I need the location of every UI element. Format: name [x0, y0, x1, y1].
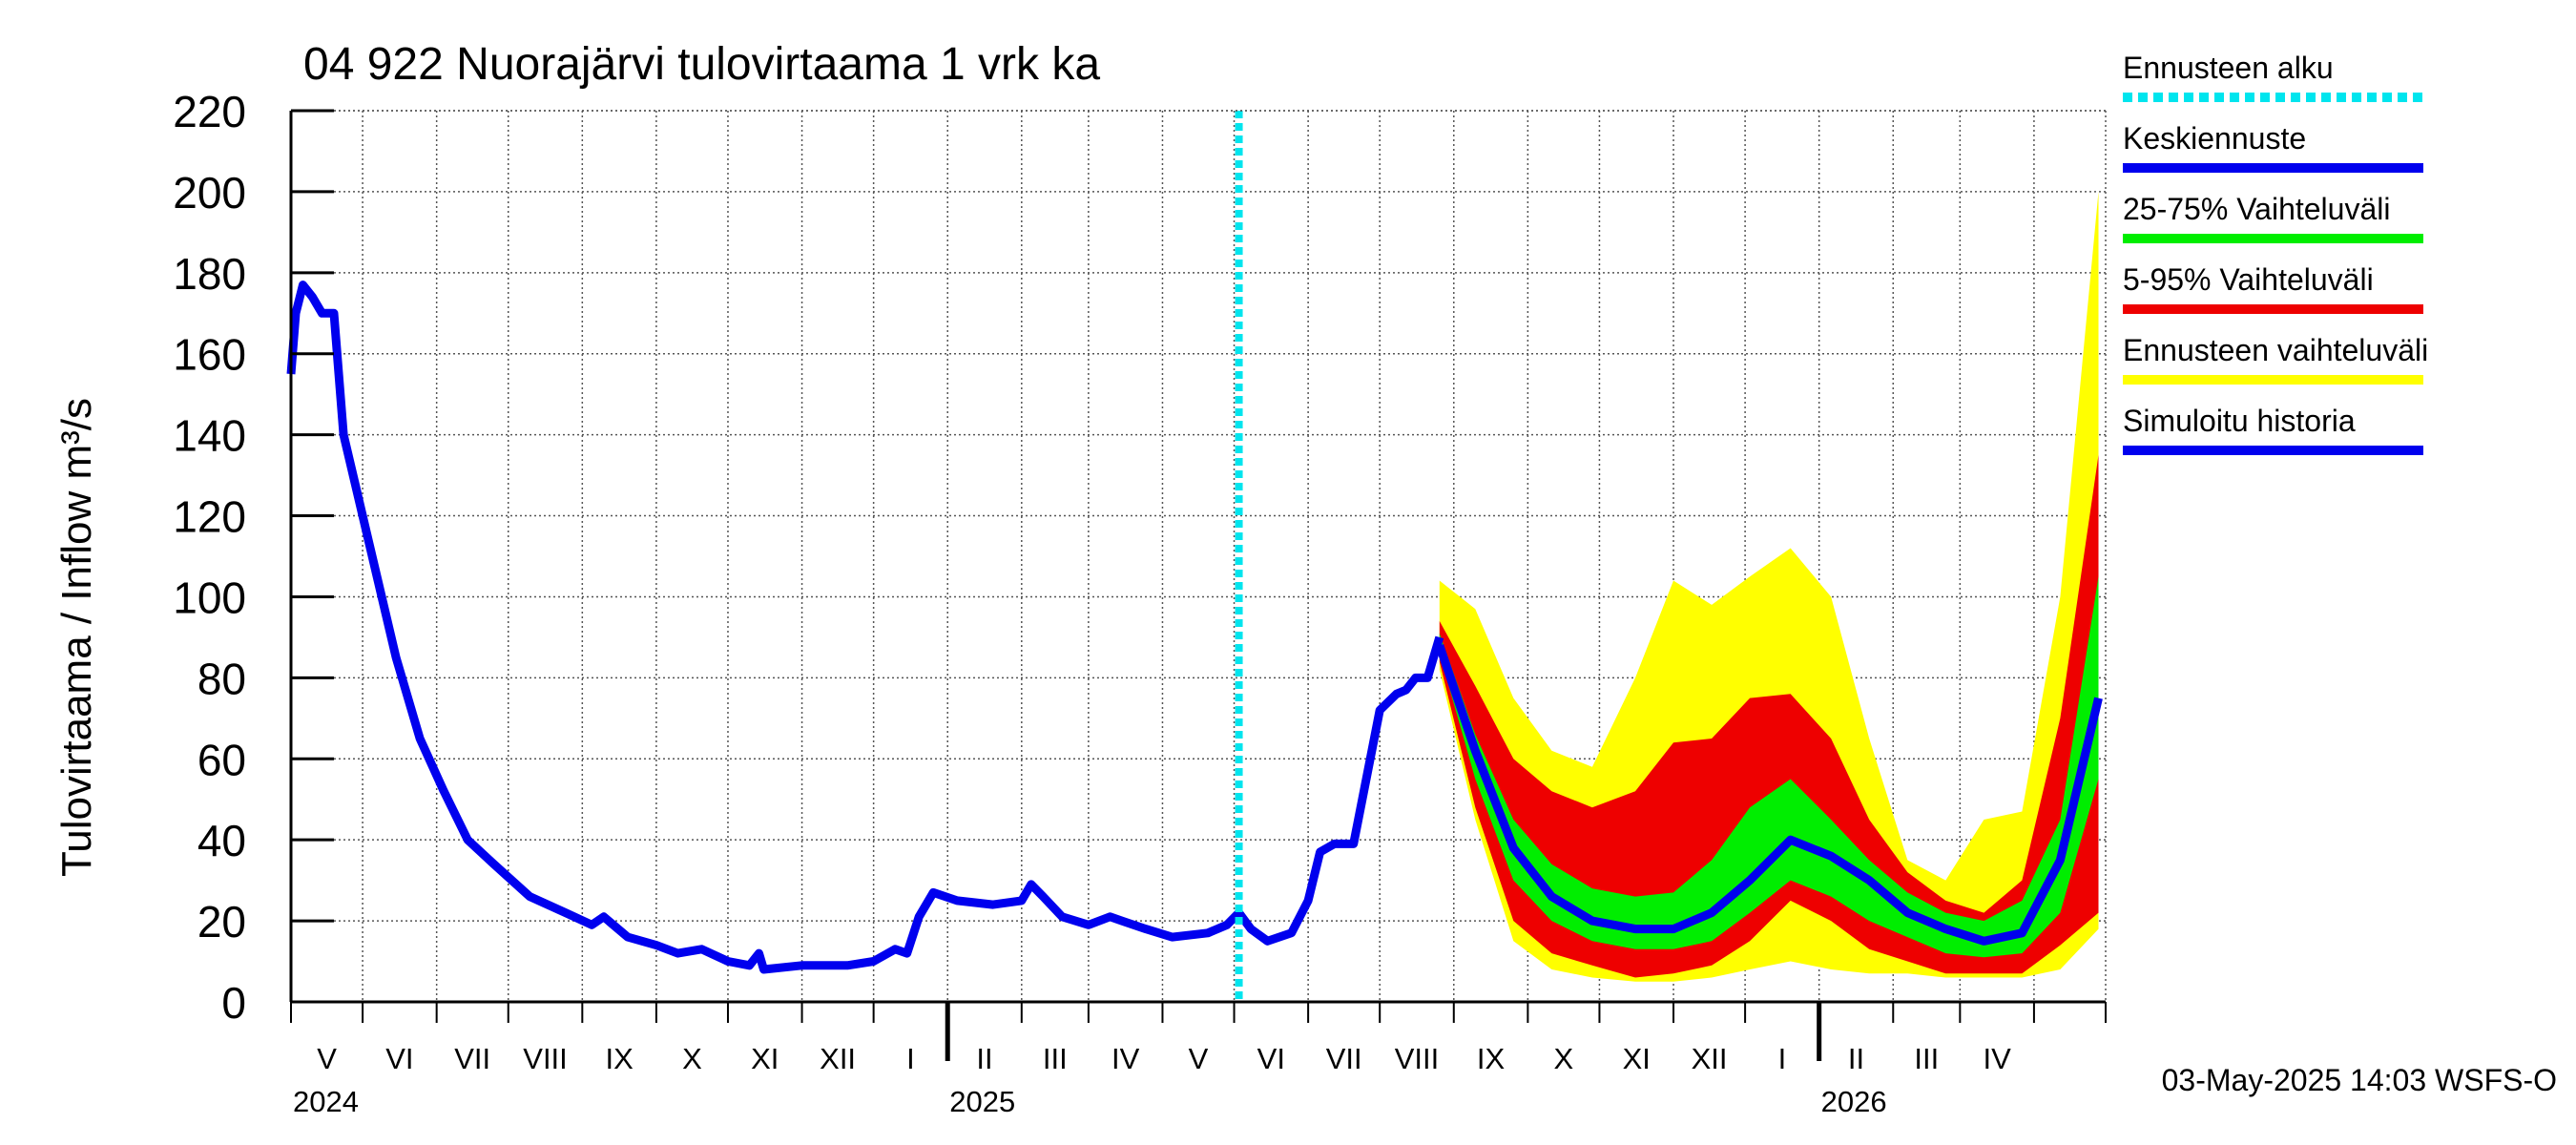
legend-label: Ennusteen alku	[2123, 51, 2334, 85]
legend-label: Simuloitu historia	[2123, 404, 2356, 438]
month-label: VIII	[523, 1042, 568, 1075]
x-axis-ticks: V VI VII VIII IX X XI XII I II III IV V VI VII VIII IX X X…	[290, 1002, 2107, 1118]
month-label: VI	[385, 1042, 413, 1075]
y-tick-label: 120	[173, 492, 246, 542]
month-label: II	[976, 1042, 992, 1075]
month-label: XII	[820, 1042, 856, 1075]
month-label: XII	[1692, 1042, 1728, 1075]
y-tick-label: 100	[173, 572, 246, 622]
y-tick-label: 220	[173, 87, 246, 136]
month-label: III	[1043, 1042, 1068, 1075]
legend-label: 5-95% Vaihteluväli	[2123, 262, 2374, 297]
month-label: VII	[454, 1042, 490, 1075]
y-tick-label: 80	[197, 654, 246, 703]
history-line	[286, 281, 1444, 974]
band-5-95	[1439, 454, 2099, 978]
chart-title: 04 922 Nuorajärvi tulovirtaama 1 vrk ka	[303, 39, 1100, 90]
month-label: IV	[1983, 1042, 2011, 1075]
y-tick-label: 60	[197, 735, 246, 784]
legend-label: Ennusteen vaihteluväli	[2123, 333, 2428, 367]
month-label: V	[317, 1042, 337, 1075]
month-label: III	[1914, 1042, 1939, 1075]
legend-label: 25-75% Vaihteluväli	[2123, 192, 2390, 226]
footer-timestamp: 03-May-2025 14:03 WSFS-O	[2162, 1063, 2557, 1097]
month-label: II	[1848, 1042, 1864, 1075]
y-tick-label: 180	[173, 249, 246, 299]
month-label: XI	[751, 1042, 779, 1075]
median-forecast-line	[1435, 643, 2103, 946]
month-label: XI	[1623, 1042, 1651, 1075]
y-tick-label: 160	[173, 330, 246, 380]
y-tick-label: 200	[173, 168, 246, 218]
axes	[289, 110, 2107, 1004]
month-label: I	[906, 1042, 915, 1075]
y-tick-label: 140	[173, 411, 246, 461]
y-tick-label: 0	[221, 978, 246, 1028]
month-label: IV	[1111, 1042, 1140, 1075]
month-label: IX	[1477, 1042, 1506, 1075]
legend-label: Keskiennuste	[2123, 121, 2306, 156]
y-tick-label: 40	[197, 816, 246, 865]
y-tick-label: 20	[197, 897, 246, 947]
month-label: IX	[605, 1042, 634, 1075]
y-axis-label: Tulovirtaama / Inflow m³/s	[53, 398, 100, 877]
year-label: 2026	[1821, 1085, 1887, 1118]
band-forecast-range	[1439, 191, 2099, 982]
month-label: V	[1189, 1042, 1209, 1075]
month-label: I	[1778, 1042, 1787, 1075]
legend: Ennusteen alku Keskiennuste 25-75% Vaihtel…	[2123, 51, 2428, 455]
month-label: VIII	[1395, 1042, 1440, 1075]
month-label: X	[682, 1042, 702, 1075]
month-label: X	[1554, 1042, 1574, 1075]
flow-lines	[286, 111, 2103, 1002]
month-label: VII	[1326, 1042, 1362, 1075]
year-label: 2025	[949, 1085, 1015, 1118]
y-axis-ticks: 0 20 40 60 80 100 120 140 160 180 200 220	[173, 87, 334, 1028]
month-label: VI	[1257, 1042, 1285, 1075]
year-label: 2024	[293, 1085, 359, 1118]
